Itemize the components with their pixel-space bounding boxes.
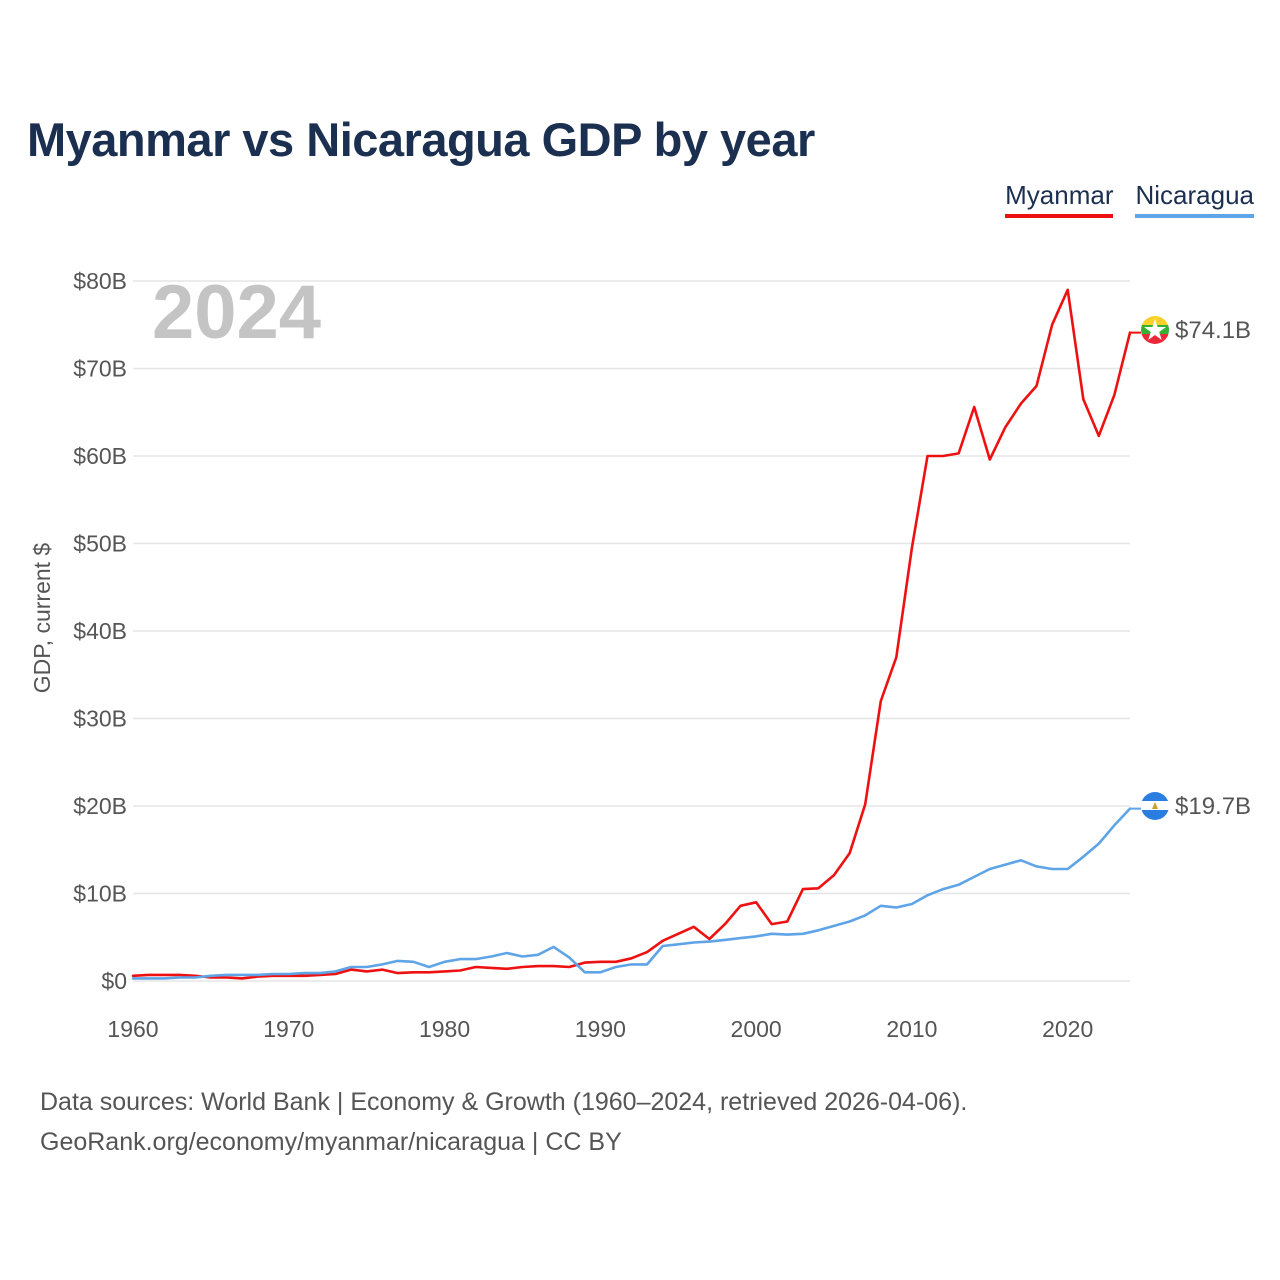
series-lines — [131, 288, 1141, 980]
y-tick-label: $60B — [73, 443, 127, 469]
end-label-myanmar: $74.1B — [1175, 317, 1251, 344]
x-tick-label: 1970 — [263, 1016, 314, 1042]
footer-sources: Data sources: World Bank | Economy & Gro… — [40, 1088, 968, 1116]
footer: Data sources: World Bank | Economy & Gro… — [40, 1082, 967, 1162]
chart-title: Myanmar vs Nicaragua GDP by year — [27, 113, 815, 166]
y-tick-label: $50B — [73, 531, 127, 557]
y-tick-label: $40B — [73, 618, 127, 644]
x-tick-label: 2000 — [731, 1016, 782, 1042]
x-tick-label: 1980 — [419, 1016, 470, 1042]
myanmar-flag-icon — [1141, 316, 1169, 344]
y-tick-label: $30B — [73, 706, 127, 732]
footer-attribution[interactable]: GeoRank.org/economy/myanmar/nicaragua | … — [40, 1128, 622, 1156]
current-year-label: 2024 — [152, 270, 321, 355]
x-tick-label: 2010 — [886, 1016, 937, 1042]
y-tick-label: $10B — [73, 881, 127, 907]
y-axis: $0 $10B $20B $30B $40B $50B $60B $70B $80B — [73, 268, 127, 994]
series-line-nicaragua — [131, 807, 1132, 980]
nicaragua-flag-icon — [1141, 792, 1169, 820]
x-tick-label: 2020 — [1042, 1016, 1093, 1042]
y-tick-label: $80B — [73, 268, 127, 294]
legend: Myanmar Nicaragua — [1005, 180, 1254, 218]
y-tick-label: $0 — [101, 968, 127, 994]
x-tick-label: 1960 — [107, 1016, 158, 1042]
y-tick-label: $20B — [73, 793, 127, 819]
y-tick-label: $70B — [73, 356, 127, 382]
legend-item-myanmar[interactable]: Myanmar — [1005, 180, 1114, 218]
y-axis-label: GDP, current $ — [29, 543, 55, 694]
series-line-myanmar — [131, 288, 1132, 980]
x-tick-label: 1990 — [575, 1016, 626, 1042]
legend-item-nicaragua[interactable]: Nicaragua — [1135, 180, 1254, 218]
x-axis: 1960 1970 1980 1990 2000 2010 2020 — [107, 1016, 1093, 1042]
end-label-nicaragua: $19.7B — [1175, 793, 1251, 820]
gridlines — [133, 280, 1130, 982]
